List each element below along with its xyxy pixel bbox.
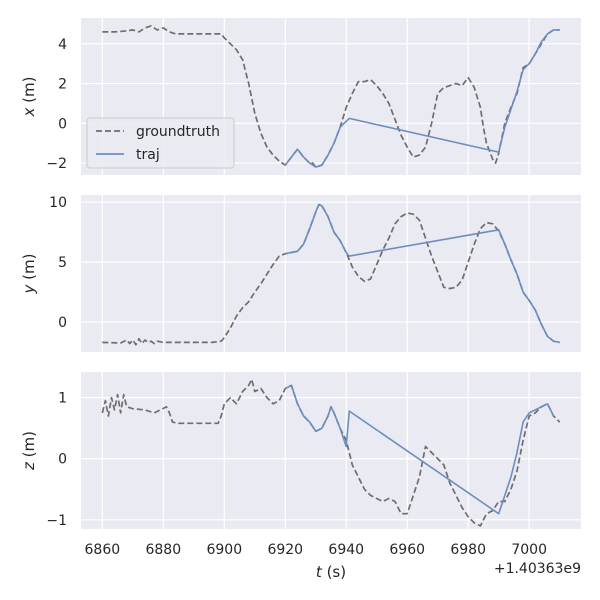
x-tick-label: 6880: [145, 542, 181, 558]
plot-area-y: [81, 195, 581, 352]
legend: groundtruth traj: [86, 117, 235, 169]
x-tick-label: 6940: [328, 542, 364, 558]
y-axis-label-var-z: z: [20, 461, 38, 471]
y-tick-label-y: 0: [58, 315, 67, 331]
x-axis-label-var: t: [316, 563, 323, 581]
y-tick-label-z: 0: [58, 452, 67, 468]
subplot-y: 0 5 10 y (m): [20, 195, 581, 352]
y-tick-label-y: 5: [58, 255, 67, 271]
x-tick-label: 6860: [85, 542, 121, 558]
legend-label-groundtruth: groundtruth: [136, 124, 220, 140]
subplot-z: −1 0 1 z (m): [20, 372, 581, 529]
y-axis-label-x: x (m): [20, 77, 38, 118]
x-axis-offset-text: +1.40363e9: [494, 561, 581, 577]
x-axis-label: t (s): [316, 563, 346, 581]
series-traj-y: [285, 203, 560, 344]
y-axis-label-z: z (m): [20, 431, 38, 471]
y-tick-label-x: −2: [46, 156, 67, 172]
x-tick-label: 6920: [267, 542, 303, 558]
y-axis-label-y: y (m): [20, 254, 38, 295]
y-tick-label-x: 4: [58, 37, 67, 53]
x-tick-label: 7000: [511, 542, 547, 558]
legend-label-traj: traj: [136, 147, 160, 163]
subplot-panels: −2 0 2 4 x (m) 0 5 10 y (m) −1 0 1 z (m) 6860 6880 6900…: [20, 18, 581, 558]
y-axis-label-var-x: x: [20, 107, 38, 117]
series-traj-x: [284, 29, 560, 168]
series-traj-z: [284, 384, 555, 515]
y-axis-label-unit-y: (m): [20, 254, 38, 285]
y-axis-label-unit-x: (m): [20, 77, 38, 108]
y-tick-label-x: 0: [58, 116, 67, 132]
x-axis-label-unit: (s): [322, 563, 346, 581]
y-tick-label-x: 2: [58, 77, 67, 93]
x-tick-label: 6960: [389, 542, 425, 558]
plot-area-z: [81, 372, 581, 529]
y-tick-label-z: 1: [58, 391, 67, 407]
y-axis-label-unit-z: (m): [20, 431, 38, 462]
x-tick-label: 6900: [206, 542, 242, 558]
series-groundtruth-x: [102, 25, 560, 168]
y-axis-label-var-y: y: [20, 283, 38, 294]
x-tick-label: 6980: [450, 542, 486, 558]
y-tick-label-y: 10: [49, 195, 67, 211]
y-tick-label-z: −1: [46, 513, 67, 529]
